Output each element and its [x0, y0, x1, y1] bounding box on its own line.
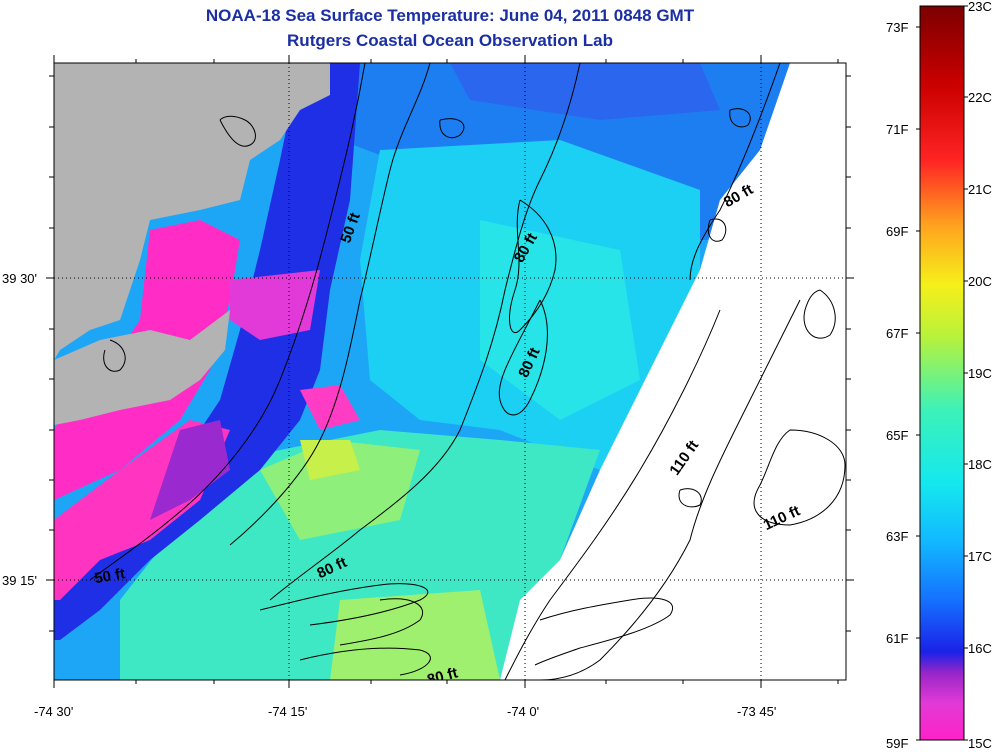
- y-tick-label-1: 39 30': [2, 271, 37, 286]
- colorbar-f-label-71: 71F: [886, 122, 908, 137]
- x-tick-label-3: -74 0': [507, 704, 539, 719]
- x-tick-label-4: -73 45': [737, 704, 776, 719]
- colorbar-f-label-65: 65F: [886, 428, 908, 443]
- map-subtitle: Rutgers Coastal Ocean Observation Lab: [287, 31, 613, 50]
- colorbar-c-label-22: 22C: [968, 90, 992, 105]
- colorbar-c-label-19: 19C: [968, 366, 992, 381]
- colorbar-f-label-67: 67F: [886, 326, 908, 341]
- colorbar-f-label-63: 63F: [886, 529, 908, 544]
- y-tick-label-2: 39 15': [2, 573, 37, 588]
- colorbar-c-label-23: 23C: [968, 0, 992, 14]
- colorbar-c-label-17: 17C: [968, 549, 992, 564]
- axis-ticks: [46, 55, 854, 688]
- map-frame: [53, 62, 847, 681]
- map-title: NOAA-18 Sea Surface Temperature: June 04…: [205, 6, 695, 25]
- colorbar-f-label-73: 73F: [886, 20, 908, 35]
- colorbar-gradient: [919, 5, 965, 741]
- colorbar-f-label-59: 59F: [886, 736, 908, 751]
- colorbar-c-label-16: 16C: [968, 641, 992, 656]
- contour-label-50ft-south: 50 ft: [93, 565, 126, 587]
- colorbar-f-label-69: 69F: [886, 224, 908, 239]
- x-tick-label-2: -74 15': [268, 704, 307, 719]
- sst-raster: 50 ft 80 ft 80 ft 80 ft 110 ft 110 ft 80…: [54, 63, 846, 680]
- colorbar-c-label-15: 15C: [968, 736, 992, 751]
- bathymetry-contours: [89, 63, 846, 680]
- colorbar-c-label-18: 18C: [968, 457, 992, 472]
- graticule: [54, 63, 846, 680]
- colorbar-c-label-21: 21C: [968, 182, 992, 197]
- x-tick-label-1: -74 30': [34, 704, 73, 719]
- colorbar-f-label-61: 61F: [886, 631, 908, 646]
- colorbar: 23C 22C 21C 20C 19C 18C 17C 16C 15C 73F …: [886, 0, 992, 751]
- colorbar-c-label-20: 20C: [968, 274, 992, 289]
